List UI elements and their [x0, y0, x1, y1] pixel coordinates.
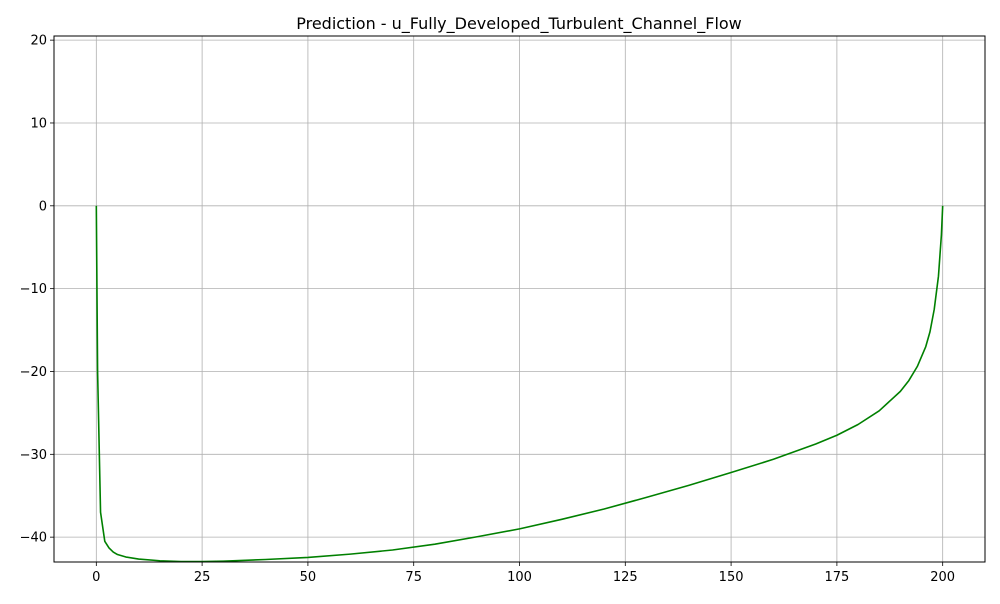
x-tick-label: 100	[507, 570, 532, 585]
y-tick-label: 0	[39, 199, 47, 214]
series-layer	[95, 205, 944, 563]
x-tick-label: 75	[405, 570, 422, 585]
y-tick-label: −30	[20, 448, 47, 463]
chart-title: Prediction - u_Fully_Developed_Turbulent…	[296, 14, 742, 34]
x-tick-label: 0	[92, 570, 100, 585]
y-tick-label: −10	[20, 282, 47, 297]
y-tick-label: 10	[30, 116, 47, 131]
x-tick-label: 175	[824, 570, 849, 585]
series-line	[95, 205, 944, 563]
y-tick-label: −20	[20, 365, 47, 380]
x-tick-label: 25	[194, 570, 211, 585]
y-tick-label: −40	[20, 531, 47, 546]
axis-ticks: 0 25 50 75 100 125 150 175 200 −40 −30 −20 −10 0 10 20	[20, 34, 956, 585]
x-tick-label: 125	[613, 570, 638, 585]
grid-lines	[54, 36, 985, 562]
x-tick-label: 150	[719, 570, 744, 585]
y-tick-label: 20	[30, 34, 47, 49]
x-tick-label: 200	[930, 570, 955, 585]
x-tick-label: 50	[300, 570, 317, 585]
